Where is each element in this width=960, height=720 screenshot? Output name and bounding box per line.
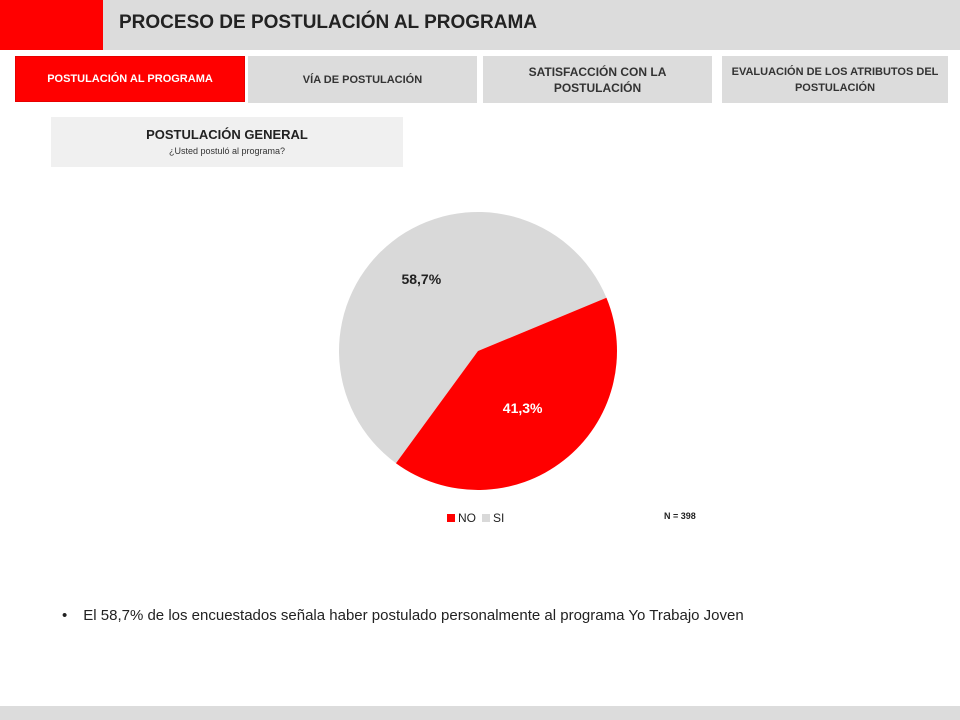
legend-swatch-no — [447, 514, 455, 522]
legend-swatch-si — [482, 514, 490, 522]
section-header: POSTULACIÓN GENERAL ¿Usted postuló al pr… — [51, 117, 403, 167]
chart-legend: NO SI — [447, 511, 510, 525]
legend-label-si: SI — [493, 511, 505, 525]
footer-bar — [0, 706, 960, 720]
legend-item-si: SI — [482, 511, 504, 525]
tab-satisfaccion-con-la-postulacion[interactable]: SATISFACCIÓN CON LA POSTULACIÓN — [483, 56, 712, 103]
bullet-dot: • — [62, 607, 68, 624]
header-bar — [0, 0, 960, 50]
pie-slice-si — [339, 212, 607, 464]
section-title: POSTULACIÓN GENERAL — [146, 127, 308, 142]
header-accent-block — [0, 0, 103, 50]
data-label-si: 58,7% — [401, 271, 441, 287]
page-title: PROCESO DE POSTULACIÓN AL PROGRAMA — [119, 12, 538, 33]
legend-label-no: NO — [458, 511, 476, 525]
tab-label: POSTULACIÓN AL PROGRAMA — [47, 73, 213, 85]
tab-via-de-postulacion[interactable]: VÍA DE POSTULACIÓN — [248, 56, 477, 103]
tab-label: VÍA DE POSTULACIÓN — [302, 73, 423, 86]
tab-label: SATISFACCIÓN CON LA POSTULACIÓN — [528, 64, 667, 95]
bullet-item: • El 58,7% de los encuestados señala hab… — [62, 607, 744, 624]
tab-label: EVALUACIÓN DE LOS ATRIBUTOS DEL POSTULAC… — [731, 65, 939, 94]
sample-size-note: N = 398 — [664, 511, 696, 521]
section-question: ¿Usted postuló al programa? — [168, 146, 286, 156]
tab-postulacion-al-programa[interactable]: POSTULACIÓN AL PROGRAMA — [15, 56, 245, 102]
pie-slice-no — [395, 297, 617, 491]
bullet-text: El 58,7% de los encuestados señala haber… — [83, 607, 744, 624]
tab-evaluacion-de-atributos[interactable]: EVALUACIÓN DE LOS ATRIBUTOS DEL POSTULAC… — [722, 56, 948, 103]
legend-item-no: NO — [447, 511, 476, 525]
data-label-no: 41,3% — [503, 400, 543, 416]
